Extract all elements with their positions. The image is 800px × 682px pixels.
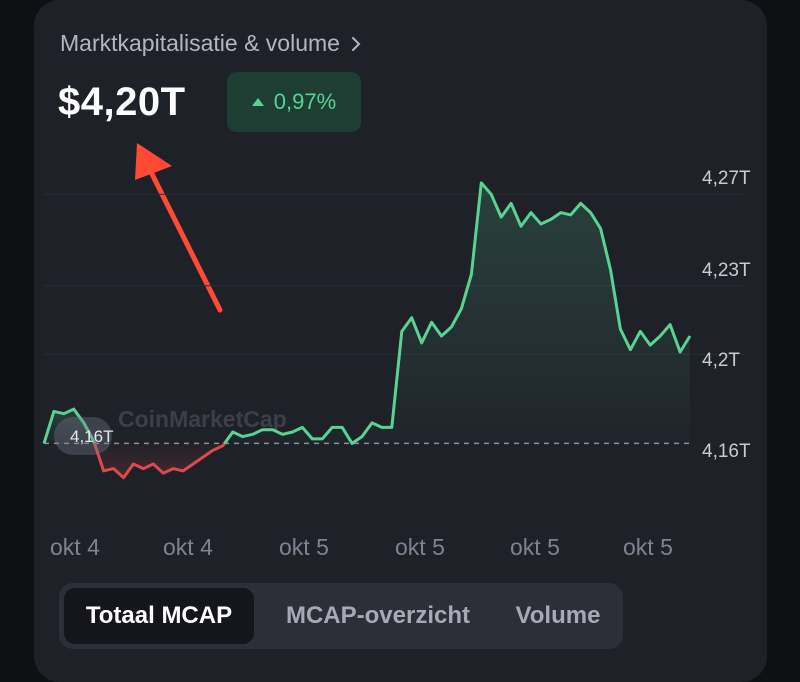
series-line-up bbox=[42, 407, 96, 444]
x-tick-label: okt 5 bbox=[510, 534, 560, 560]
y-tick-label: 4,23T bbox=[702, 260, 751, 281]
chart-tab-bar: Totaal MCAP MCAP-overzicht Volume bbox=[59, 583, 623, 649]
tab-total-mcap[interactable]: Totaal MCAP bbox=[64, 588, 254, 644]
series-line-up bbox=[223, 181, 692, 445]
y-tick-label: 4,27T bbox=[702, 168, 751, 189]
area-fill-up bbox=[224, 182, 690, 444]
current-value-label: 4,16T bbox=[70, 427, 114, 446]
triangle-up-icon bbox=[251, 98, 264, 106]
tab-mcap-overview[interactable]: MCAP-overzicht bbox=[285, 602, 471, 629]
x-tick-label: okt 4 bbox=[50, 534, 100, 560]
chevron-right-icon bbox=[351, 36, 361, 51]
y-tick-label: 4,2T bbox=[702, 350, 741, 371]
header-title: Marktkapitalisatie & volume bbox=[60, 30, 340, 56]
area-fill-up bbox=[44, 409, 95, 444]
total-market-cap-value: $4,20T bbox=[58, 80, 186, 124]
area-fill-down bbox=[94, 443, 225, 478]
market-cap-header-link[interactable]: Marktkapitalisatie & volume bbox=[60, 30, 364, 57]
coinmarketcap-watermark: CoinMarketCap bbox=[118, 406, 287, 432]
change-percent: 0,97% bbox=[273, 89, 337, 114]
y-tick-label: 4,16T bbox=[702, 441, 751, 462]
x-tick-label: okt 5 bbox=[395, 534, 445, 560]
change-badge: 0,97% bbox=[227, 72, 361, 132]
series-line-down bbox=[93, 442, 226, 480]
tab-volume[interactable]: Volume bbox=[515, 602, 601, 629]
x-tick-label: okt 5 bbox=[279, 534, 329, 560]
x-tick-label: okt 4 bbox=[163, 534, 213, 560]
current-value-pill bbox=[54, 417, 112, 455]
x-tick-label: okt 5 bbox=[623, 534, 673, 560]
